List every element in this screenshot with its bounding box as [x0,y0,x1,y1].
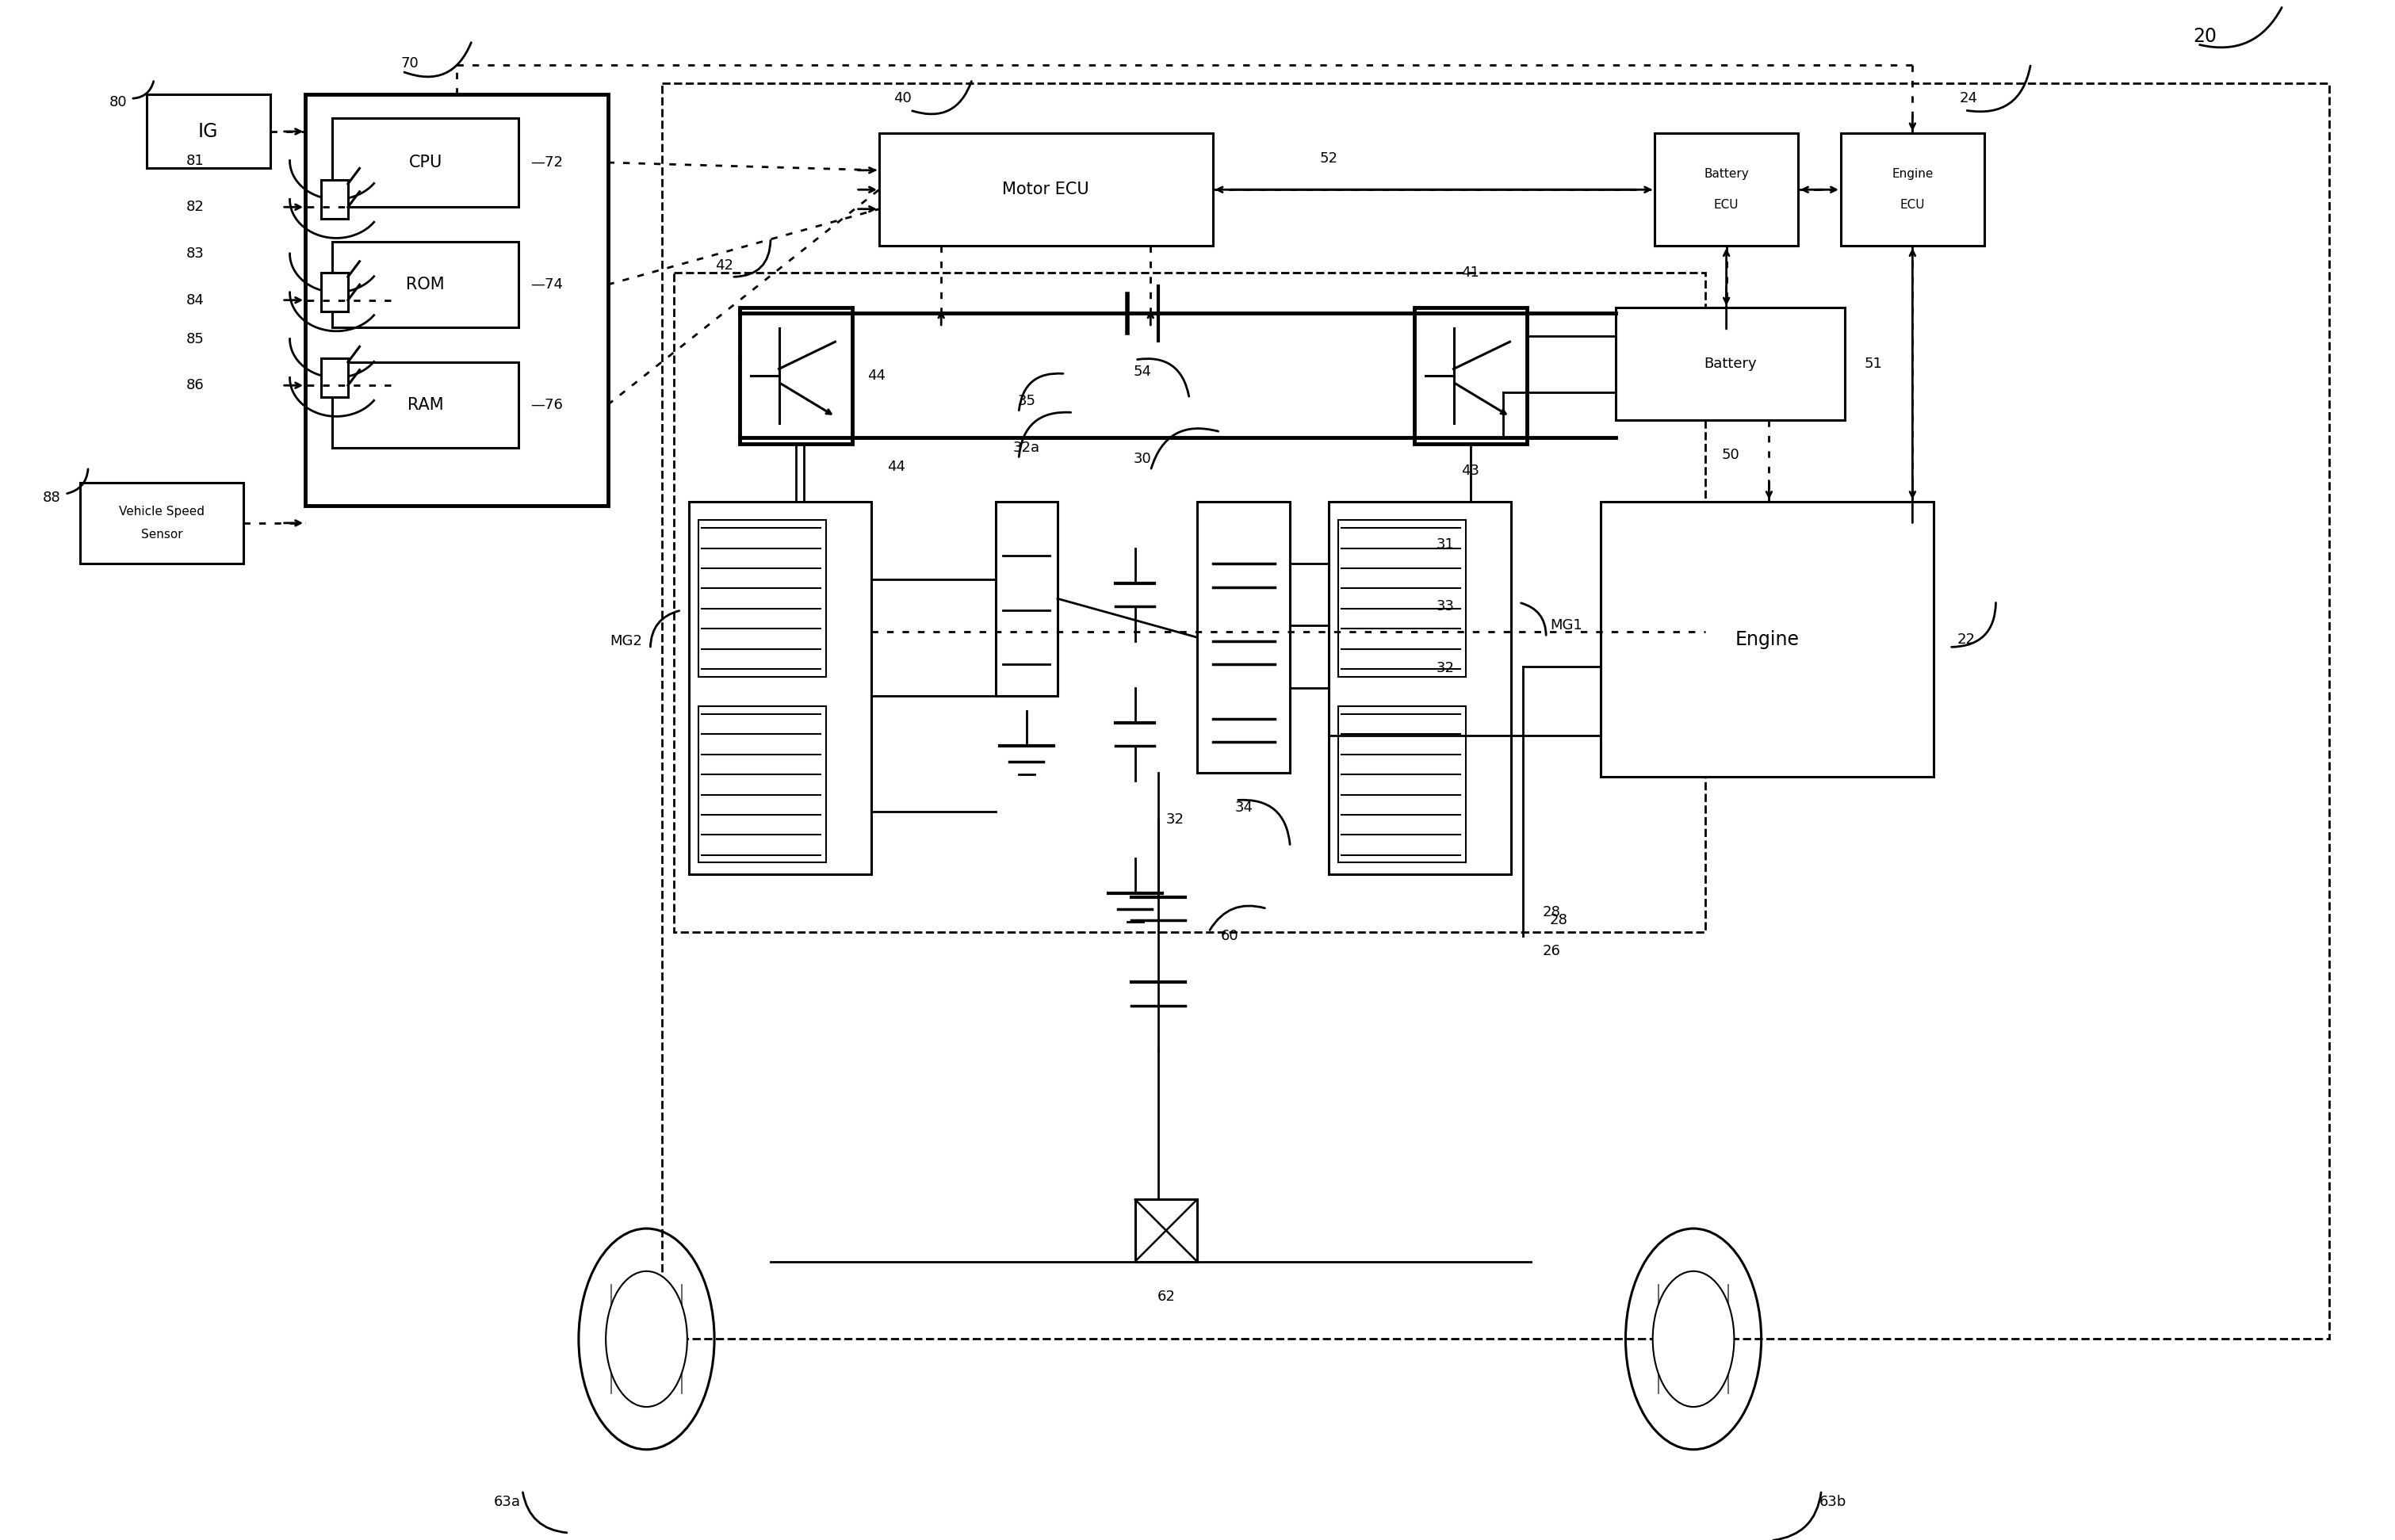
Bar [1655,134,1799,246]
Bar [146,94,271,168]
Bar [699,707,826,862]
Bar [996,502,1059,696]
Bar [1329,502,1511,873]
Bar [879,134,1212,246]
Text: 82: 82 [187,200,204,214]
Text: 31: 31 [1437,537,1454,551]
Text: 24: 24 [1959,91,1978,106]
Bar [1339,707,1466,862]
Bar [740,308,853,444]
Text: 51: 51 [1863,357,1882,371]
Text: 54: 54 [1133,365,1152,379]
Bar [1135,1200,1198,1261]
Text: —74: —74 [529,277,563,291]
Text: Engine: Engine [1734,630,1799,648]
Text: 43: 43 [1461,464,1480,477]
Text: 50: 50 [1722,448,1739,462]
Bar [661,83,2330,1338]
Bar [333,119,520,206]
Text: 22: 22 [1957,633,1976,647]
Text: MG1: MG1 [1550,619,1583,633]
Text: 28: 28 [1542,906,1559,919]
Text: 44: 44 [867,368,886,383]
Text: —76: —76 [529,397,563,411]
Text: 60: 60 [1221,929,1238,942]
Bar [1415,308,1526,444]
Text: CPU: CPU [410,154,443,171]
Text: 83: 83 [187,246,204,260]
Bar [81,482,244,564]
Text: 63a: 63a [493,1495,520,1509]
Text: Engine: Engine [1892,168,1933,180]
Text: Battery: Battery [1703,357,1756,371]
Text: 84: 84 [187,293,204,308]
Text: 86: 86 [187,379,204,393]
Text: 88: 88 [43,491,60,505]
Text: Battery: Battery [1703,168,1748,180]
Text: ECU: ECU [1899,199,1926,211]
Ellipse shape [1653,1270,1734,1408]
Text: 85: 85 [187,331,204,346]
Bar [1842,134,1983,246]
Bar [673,273,1705,932]
Text: 28: 28 [1550,913,1569,927]
Text: 33: 33 [1437,599,1454,613]
Text: 80: 80 [110,95,127,109]
Text: 70: 70 [400,57,419,71]
Text: Vehicle Speed: Vehicle Speed [120,505,204,517]
Text: —72: —72 [529,156,563,169]
Text: IG: IG [199,122,218,142]
Text: ECU: ECU [1715,199,1739,211]
Bar [321,180,347,219]
Text: 81: 81 [187,154,204,168]
Bar [321,273,347,311]
Bar [1198,502,1291,773]
Text: 26: 26 [1542,944,1559,958]
Text: Motor ECU: Motor ECU [1004,182,1090,197]
Text: 32: 32 [1437,661,1454,676]
Text: 32: 32 [1166,813,1183,827]
Bar [304,94,608,505]
Bar [690,502,872,873]
Bar [321,359,347,397]
Text: 62: 62 [1157,1289,1176,1303]
Ellipse shape [606,1270,687,1408]
Text: 41: 41 [1461,266,1480,280]
Text: 63b: 63b [1820,1495,1847,1509]
Bar [1339,521,1466,676]
Text: MG2: MG2 [611,634,642,648]
Text: 20: 20 [2194,28,2218,46]
Bar [1617,308,1844,420]
Text: 40: 40 [893,91,912,106]
Bar [699,521,826,676]
Bar [333,362,520,448]
Text: 52: 52 [1320,151,1339,166]
Text: 30: 30 [1133,451,1152,467]
Text: 44: 44 [886,459,905,474]
Text: RAM: RAM [407,397,443,413]
Bar [333,242,520,328]
Text: 34: 34 [1233,801,1253,815]
Bar [1600,502,1933,776]
Text: ROM: ROM [407,277,445,293]
Text: Sensor: Sensor [141,528,182,541]
Text: 35: 35 [1018,394,1035,408]
Text: 32a: 32a [1013,440,1039,454]
Text: 42: 42 [716,259,733,273]
